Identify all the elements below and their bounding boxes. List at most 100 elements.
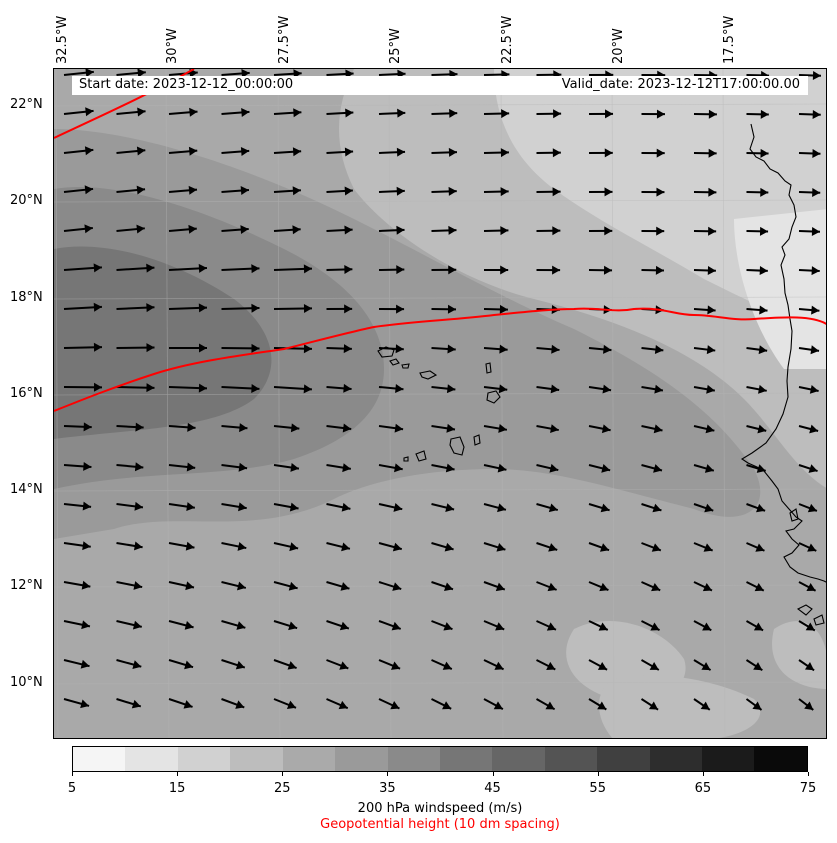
wind-vector-head: [648, 701, 659, 710]
wind-vector-head: [550, 424, 559, 434]
wind-vector-head: [812, 148, 821, 158]
lon-label-32.5w: 32.5°W: [55, 15, 70, 64]
wind-vector-head: [500, 265, 509, 275]
wind-vector-head: [497, 503, 506, 513]
wind-vector-head: [804, 662, 815, 671]
wind-vector-head: [339, 661, 349, 670]
wind-vector-head: [238, 462, 248, 472]
wind-vector-head: [653, 464, 662, 473]
wind-vector-head: [85, 107, 94, 117]
windspeed-zone-lightest: [734, 209, 826, 369]
wind-vector-head: [758, 384, 767, 394]
wind-vector-head: [807, 543, 817, 552]
wind-vector-head: [597, 701, 607, 710]
wind-vector-head: [303, 384, 312, 394]
wind-vector-head: [445, 463, 455, 473]
wind-vector-head: [604, 187, 613, 197]
africa-coastline: [740, 123, 826, 583]
wind-vector-head: [290, 462, 299, 472]
wind-vector-head: [707, 265, 716, 275]
wind-vector-head: [396, 265, 405, 275]
wind-vector-head: [286, 700, 297, 710]
wind-vector-head: [339, 621, 349, 631]
lon-label-30w: 30°W: [165, 28, 180, 64]
colorbar-swatch: [73, 747, 126, 771]
lat-label-18n: 18°N: [10, 290, 43, 305]
wind-vector-head: [812, 70, 821, 80]
wind-vector-head: [448, 147, 457, 157]
colorbar-tick-mark: [597, 772, 599, 776]
wind-vector-head: [548, 543, 558, 552]
valid-date-text: Valid_date: 2023-12-12T17:00:00.00: [561, 77, 800, 92]
wind-vector-head: [752, 701, 762, 710]
wind-vector-head: [498, 384, 508, 394]
wind-vector-head: [704, 503, 714, 513]
wind-vector-head: [495, 582, 505, 592]
wind-vector-head: [393, 503, 403, 512]
wind-vector-head: [132, 620, 142, 630]
wind-vector-head: [602, 384, 612, 394]
wind-vector-head: [810, 345, 820, 355]
lat-label-16n: 16°N: [10, 386, 43, 401]
wind-vector-head: [198, 263, 207, 273]
wind-vector-head: [391, 621, 401, 631]
wind-vector-head: [133, 581, 143, 590]
wind-vector-head: [183, 700, 193, 709]
lon-label-27.5w: 27.5°W: [277, 15, 292, 64]
wind-vector-head: [754, 583, 764, 592]
windspeed-patch-south-2: [599, 675, 761, 738]
wind-vector-head: [394, 423, 404, 433]
wind-vector-head: [236, 621, 246, 630]
wind-vector-head: [134, 501, 143, 511]
wind-vector-head: [240, 186, 249, 196]
colorbar-swatch: [754, 747, 807, 771]
wind-vector-head: [237, 542, 247, 551]
wind-vector-head: [656, 226, 665, 236]
wind-vector-head: [759, 226, 769, 236]
wind-vector-head: [81, 580, 91, 590]
wind-vector-head: [705, 424, 715, 434]
wind-vector-head: [137, 69, 146, 78]
lon-label-17.5w: 17.5°W: [722, 15, 737, 64]
wind-vector-head: [499, 344, 508, 354]
wind-vector-head: [651, 543, 661, 552]
colorbar-swatch: [230, 747, 283, 771]
wind-vector-head: [442, 701, 452, 710]
colorbar-tick-label: 75: [799, 781, 817, 796]
wind-vector-head: [184, 620, 194, 630]
wind-vector-head: [551, 344, 560, 354]
wind-vector-head: [82, 501, 92, 511]
wind-vector-head: [760, 187, 769, 197]
wind-vector-head: [131, 699, 141, 709]
lon-label-25w: 25°W: [388, 28, 403, 64]
colorbar-tick-label: 35: [379, 781, 396, 796]
wind-vector-head: [341, 542, 350, 552]
colorbar-label: 200 hPa windspeed (m/s): [357, 801, 523, 816]
wind-vector-head: [650, 622, 660, 631]
wind-vector-head: [654, 345, 664, 354]
wind-vector-head: [808, 464, 818, 473]
wind-vector-head: [93, 342, 102, 352]
wind-vector-head: [759, 305, 768, 315]
wind-vector-head: [289, 502, 299, 512]
wind-vector-head: [341, 502, 351, 512]
wind-vector-head: [447, 304, 456, 314]
map-canvas: [54, 69, 826, 738]
wind-vector-head: [85, 69, 94, 78]
wind-vector-head: [394, 463, 403, 473]
wind-vector-head: [289, 542, 299, 552]
wind-vector-head: [134, 462, 144, 472]
wind-vector-head: [198, 383, 207, 393]
wind-vector-head: [493, 701, 503, 710]
windspeed-colorbar: [72, 746, 808, 772]
wind-vector-head: [442, 661, 452, 670]
wind-vector-head: [395, 384, 404, 393]
wind-vector-head: [293, 108, 302, 118]
wind-vector-head: [241, 69, 250, 78]
colorbar-tick-label: 55: [589, 781, 606, 796]
wind-vector-head: [599, 543, 610, 552]
wind-vector-head: [239, 423, 248, 433]
wind-vector-head: [652, 503, 662, 513]
wind-vector-head: [240, 225, 249, 235]
wind-vector-head: [704, 464, 714, 473]
